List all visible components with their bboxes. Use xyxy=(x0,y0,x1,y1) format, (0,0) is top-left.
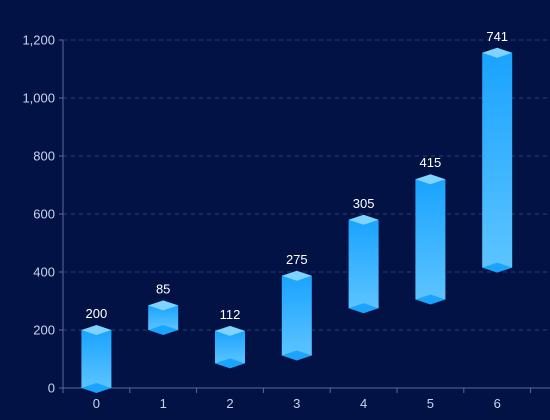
bar-group xyxy=(215,325,245,369)
y-tick-label: 400 xyxy=(33,265,55,280)
bar-top-cap xyxy=(482,47,513,58)
y-tick-label: 0 xyxy=(48,381,55,396)
bar xyxy=(81,330,112,388)
bar-group xyxy=(415,174,446,305)
bar-bottom-cap xyxy=(148,325,179,335)
bar-bottom-cap xyxy=(415,294,446,305)
bar-bottom-cap xyxy=(482,262,513,273)
bar-bottom-cap xyxy=(81,383,112,393)
data-label: 85 xyxy=(156,281,170,296)
bar-bottom-cap xyxy=(348,303,379,314)
bar-group xyxy=(348,214,379,314)
x-tick-label: 6 xyxy=(494,396,501,411)
bar-top-cap xyxy=(415,174,446,185)
bar-group xyxy=(281,270,312,361)
data-label: 741 xyxy=(486,29,508,44)
x-tick-label: 2 xyxy=(226,396,233,411)
bar-group xyxy=(482,47,513,273)
data-label: 275 xyxy=(286,252,308,267)
x-tick-label: 4 xyxy=(360,396,367,411)
bar-bottom-cap xyxy=(281,350,312,361)
y-tick-label: 800 xyxy=(33,149,55,164)
data-label: 200 xyxy=(86,306,108,321)
bar-group xyxy=(81,325,112,393)
y-tick-label: 600 xyxy=(33,207,55,222)
bar-bottom-cap xyxy=(215,358,245,369)
bar xyxy=(415,179,446,300)
x-tick-label: 0 xyxy=(93,396,100,411)
x-tick-label: 3 xyxy=(293,396,300,411)
data-label: 305 xyxy=(353,196,375,211)
y-tick-label: 200 xyxy=(33,323,55,338)
data-label: 415 xyxy=(420,155,442,170)
y-tick-label: 1,000 xyxy=(22,91,55,106)
bar-top-cap xyxy=(215,325,245,336)
bar-group xyxy=(148,300,179,335)
x-tick-label: 5 xyxy=(427,396,434,411)
y-tick-label: 1,200 xyxy=(22,33,55,48)
bar xyxy=(482,52,513,268)
bar-top-cap xyxy=(81,325,112,335)
bar-top-cap xyxy=(348,214,379,225)
bar xyxy=(281,275,312,356)
bar-top-cap xyxy=(148,300,179,311)
bar xyxy=(348,219,379,309)
x-tick-label: 1 xyxy=(160,396,167,411)
bar-top-cap xyxy=(281,270,312,281)
data-label: 112 xyxy=(220,307,241,322)
bar xyxy=(215,330,245,364)
